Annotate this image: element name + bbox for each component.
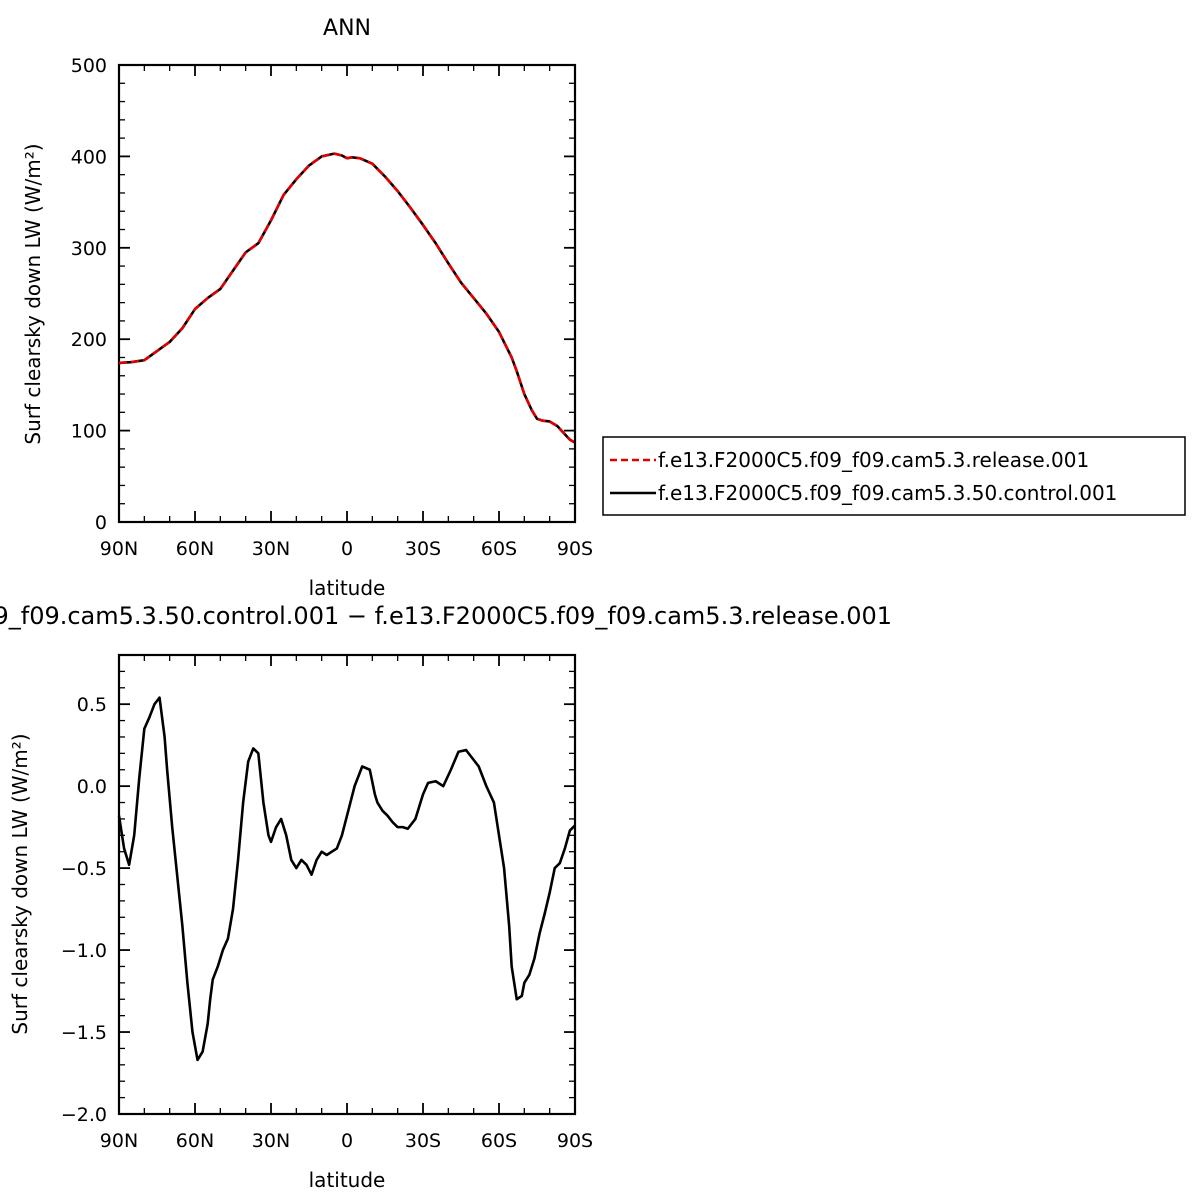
x-tick-label: 0 [341,1130,353,1152]
top-plot-frame [117,63,577,524]
x-tick-label: 90N [100,538,138,560]
series-line-0 [118,152,576,444]
top-y-axis-label: Surf clearsky down LW (W/m²) [21,143,45,444]
y-tick-label: 300 [71,238,107,260]
y-tick-label: 500 [71,55,107,77]
top-legend: f.e13.F2000C5.f09_f09.cam5.3.release.001… [602,436,1186,516]
legend-label-release: f.e13.F2000C5.f09_f09.cam5.3.release.001 [658,448,1089,472]
bottom-chart-title: f.e13.F2000C5.f09_f09.cam5.3.50.control.… [0,602,892,630]
y-tick-label: −0.5 [61,858,107,880]
x-tick-label: 60S [481,1130,517,1152]
top-x-axis-label: latitude [309,576,386,600]
y-tick-label: −2.0 [61,1104,107,1126]
top-chart-title: ANN [323,16,371,41]
x-tick-label: 0 [341,538,353,560]
bottom-panel: f.e13.F2000C5.f09_f09.cam5.3.50.control.… [0,602,892,1192]
y-tick-label: −1.0 [61,940,107,962]
bottom-y-axis-label: Surf clearsky down LW (W/m²) [8,733,32,1034]
bottom-series-lines [117,696,576,1062]
x-tick-label: 60N [176,1130,214,1152]
bottom-axis-ticks: 90N 60N 30N 0 30S 60S 90S −2.0 −1.5 −1.0 −0.5 0.0 0.… [61,654,593,1152]
x-tick-label: 30N [252,538,290,560]
legend-frame [602,436,1186,516]
x-tick-label: 30N [252,1130,290,1152]
y-tick-label: 400 [71,146,107,168]
series-line-0 [117,696,576,1062]
x-tick-label: 90S [557,538,593,560]
top-panel: ANN 90N 60N 30N 0 30S 60S 90S0100200300400500 … [21,16,1186,600]
series-line-1 [118,152,576,444]
y-tick-label: 0 [95,512,107,534]
bottom-x-axis-label: latitude [309,1168,386,1192]
y-tick-label: −1.5 [61,1022,107,1044]
y-tick-label: 0.5 [77,694,107,716]
x-tick-label: 60N [176,538,214,560]
x-tick-label: 30S [405,538,441,560]
top-axis-ticks: 90N 60N 30N 0 30S 60S 90S 0 100 200 300 400 500 [71,55,593,560]
x-tick-label: 90N [100,1130,138,1152]
legend-label-control: f.e13.F2000C5.f09_f09.cam5.3.50.control.… [658,481,1117,505]
y-tick-label: 200 [71,329,107,351]
x-tick-label: 90S [557,1130,593,1152]
x-tick-label: 60S [481,538,517,560]
y-tick-label: 0.0 [77,776,107,798]
top-series-lines [118,152,576,444]
x-tick-label: 30S [405,1130,441,1152]
y-tick-label: 100 [71,421,107,443]
